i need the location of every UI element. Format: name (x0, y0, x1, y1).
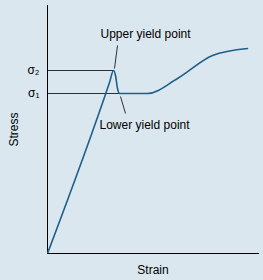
svg-text:Stress: Stress (7, 112, 21, 146)
svg-text:σ₁: σ₁ (28, 86, 39, 100)
svg-text:σ₂: σ₂ (27, 63, 39, 77)
svg-text:Lower yield point: Lower yield point (100, 118, 191, 132)
svg-text:Strain: Strain (137, 263, 168, 277)
svg-text:Upper yield point: Upper yield point (101, 27, 192, 41)
